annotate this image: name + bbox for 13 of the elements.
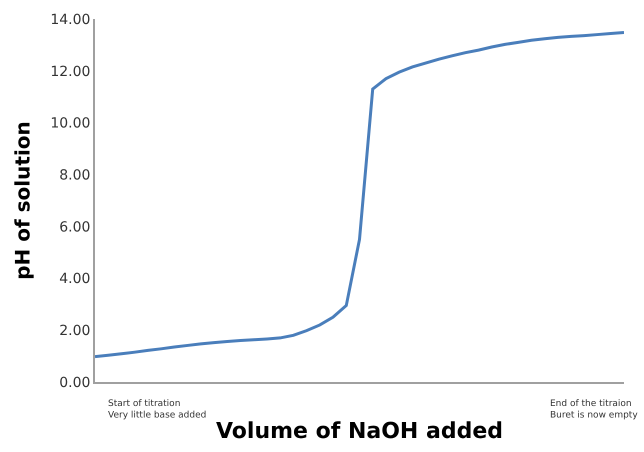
text: Start of titration Very little base added	[108, 399, 206, 421]
y-axis-title: pH of solution	[10, 121, 34, 280]
line-series	[95, 30, 624, 358]
text: End of the titraion Buret is now empty	[550, 399, 638, 421]
y-tick-label: 14.00	[50, 12, 90, 28]
y-tick-label: 12.00	[50, 64, 90, 80]
y-tick-label: 4.00	[59, 271, 90, 288]
y-tick-label: 8.00	[59, 167, 90, 184]
x-axis-title: Volume of NaOH added	[216, 419, 504, 444]
y-tick-label: 0.00	[59, 374, 90, 391]
y-tick-label: 2.00	[59, 323, 90, 340]
y-tick-label: 10.00	[50, 116, 90, 132]
y-tick-label: 6.00	[59, 219, 90, 236]
